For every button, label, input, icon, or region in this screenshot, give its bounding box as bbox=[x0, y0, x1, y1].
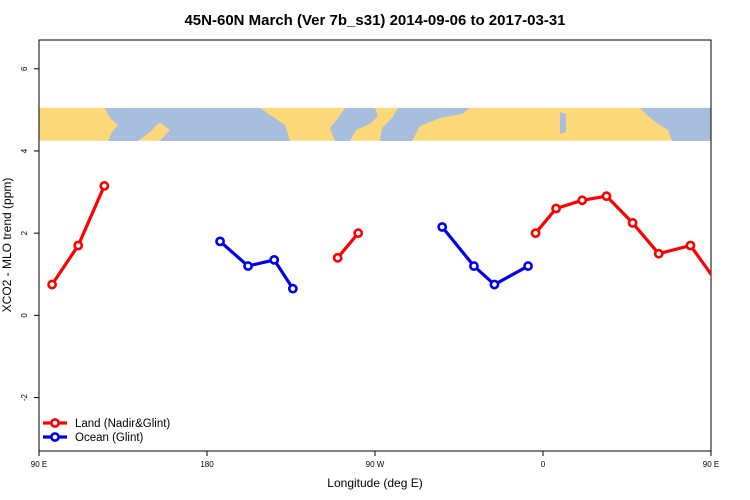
legend-label: Ocean (Glint) bbox=[75, 432, 144, 444]
x-tick-label: 180 bbox=[200, 460, 214, 469]
series-line bbox=[50, 185, 106, 286]
data-point bbox=[715, 281, 722, 288]
plot-frame bbox=[38, 39, 712, 452]
series-line bbox=[219, 240, 295, 290]
x-tick-label: 0 bbox=[541, 460, 546, 469]
data-point bbox=[73, 240, 84, 251]
legend-swatch-marker bbox=[50, 432, 60, 442]
map-band-ocean bbox=[105, 108, 711, 141]
x-tick-label: 90 E bbox=[703, 460, 719, 469]
y-tick-label: 6 bbox=[20, 66, 29, 71]
data-point bbox=[287, 283, 298, 294]
series-line bbox=[534, 194, 711, 277]
legend: Land (Nadir&Glint) Ocean (Glint) bbox=[43, 418, 170, 444]
y-axis-ticks: -2 0 2 4 6 bbox=[20, 66, 39, 401]
data-point bbox=[353, 228, 364, 239]
y-tick-label: 4 bbox=[20, 148, 29, 153]
series-line bbox=[336, 232, 360, 259]
data-point bbox=[685, 240, 696, 251]
data-point bbox=[469, 261, 479, 271]
data-point bbox=[627, 217, 638, 228]
legend-swatch-marker bbox=[50, 418, 60, 428]
x-axis-ticks: 90 E 180 90 W 0 90 E bbox=[31, 451, 719, 469]
series-layer bbox=[47, 181, 722, 294]
chart-title: 45N-60N March (Ver 7b_s31) 2014-09-06 to… bbox=[184, 12, 565, 29]
world-map-band bbox=[39, 107, 711, 141]
data-point bbox=[577, 195, 588, 206]
x-tick-label: 90 W bbox=[366, 460, 385, 469]
data-point bbox=[47, 279, 57, 290]
y-tick-label: 2 bbox=[20, 230, 29, 235]
x-axis-label: Longitude (deg E) bbox=[327, 476, 422, 490]
data-point bbox=[530, 228, 541, 239]
data-point bbox=[489, 279, 500, 290]
data-point bbox=[332, 252, 343, 263]
legend-label: Land (Nadir&Glint) bbox=[75, 418, 170, 430]
data-point bbox=[653, 248, 664, 259]
series-line bbox=[440, 225, 529, 287]
data-point bbox=[523, 261, 533, 271]
data-point bbox=[215, 236, 225, 247]
data-point bbox=[551, 203, 561, 214]
data-point bbox=[437, 222, 448, 232]
x-tick-label: 90 E bbox=[31, 460, 47, 469]
y-tick-label: 0 bbox=[20, 313, 29, 318]
y-axis-label: XCO2 - MLO trend (ppm) bbox=[0, 178, 14, 313]
data-point bbox=[243, 261, 253, 271]
y-tick-label: -2 bbox=[20, 393, 29, 401]
data-point bbox=[601, 191, 612, 202]
data-point bbox=[99, 181, 110, 191]
data-point bbox=[269, 254, 280, 265]
